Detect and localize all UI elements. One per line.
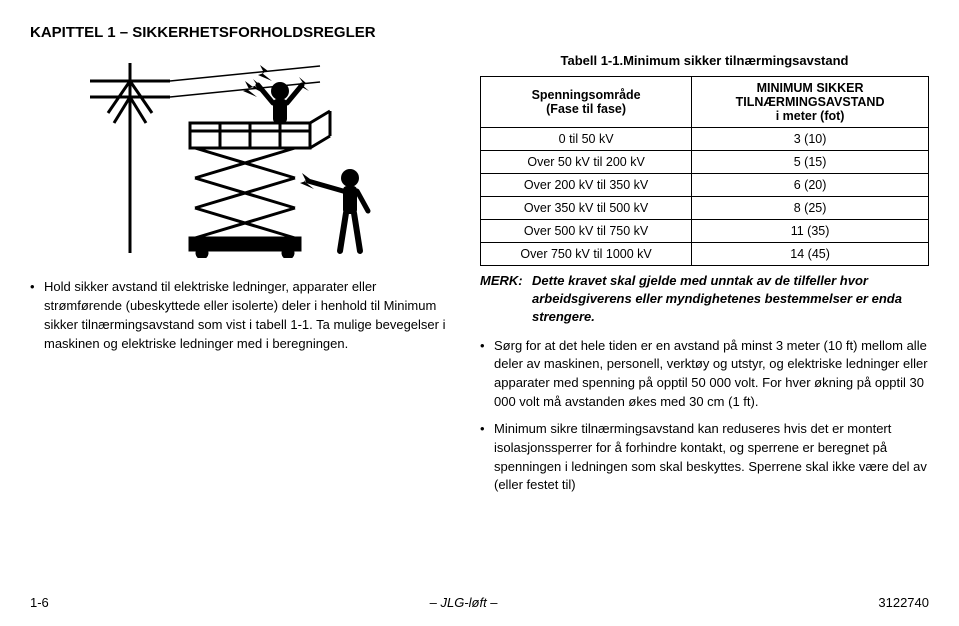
table-cell: 5 (15) [692, 151, 929, 174]
left-column: • Hold sikker avstand til elektriske led… [30, 53, 450, 503]
table-cell: Over 350 kV til 500 kV [481, 197, 692, 220]
safety-diagram [90, 63, 390, 258]
bullet-dot: • [480, 337, 494, 412]
right-bullet: •Minimum sikre tilnærmingsavstand kan re… [480, 420, 929, 495]
table-row: Over 50 kV til 200 kV5 (15) [481, 151, 929, 174]
table-cell: 0 til 50 kV [481, 128, 692, 151]
footer-center: – JLG-løft – [430, 595, 498, 610]
left-bullet-text: Hold sikker avstand til elektriske ledni… [44, 278, 450, 353]
table-row: Over 750 kV til 1000 kV14 (45) [481, 243, 929, 266]
bullet-dot: • [30, 278, 44, 353]
table-cell: 14 (45) [692, 243, 929, 266]
table-cell: 11 (35) [692, 220, 929, 243]
note-text: Dette kravet skal gjelde med unntak av d… [532, 272, 929, 327]
footer-right: 3122740 [878, 595, 929, 610]
right-bullets-container: •Sørg for at det hele tiden er en avstan… [480, 337, 929, 496]
table-cell: Over 50 kV til 200 kV [481, 151, 692, 174]
chapter-title: KAPITTEL 1 – SIKKERHETSFORHOLDSREGLER [30, 24, 929, 41]
table-row: Over 200 kV til 350 kV6 (20) [481, 174, 929, 197]
right-column: Tabell 1-1.Minimum sikker tilnærmingsavs… [480, 53, 929, 503]
table-header-left: Spenningsområde (Fase til fase) [481, 77, 692, 128]
table-cell: 3 (10) [692, 128, 929, 151]
table-row: 0 til 50 kV3 (10) [481, 128, 929, 151]
right-bullet-text: Sørg for at det hele tiden er en avstand… [494, 337, 929, 412]
table-cell: Over 200 kV til 350 kV [481, 174, 692, 197]
page-footer: 1-6 – JLG-løft – 3122740 [30, 595, 929, 610]
table-row: Over 500 kV til 750 kV11 (35) [481, 220, 929, 243]
table-cell: 6 (20) [692, 174, 929, 197]
right-bullet-text: Minimum sikre tilnærmingsavstand kan red… [494, 420, 929, 495]
table-caption: Tabell 1-1.Minimum sikker tilnærmingsavs… [480, 53, 929, 68]
table-cell: Over 500 kV til 750 kV [481, 220, 692, 243]
note-label: MERK: [480, 272, 532, 327]
footer-left: 1-6 [30, 595, 49, 610]
table-row: Over 350 kV til 500 kV8 (25) [481, 197, 929, 220]
mad-table: Spenningsområde (Fase til fase) MINIMUM … [480, 76, 929, 266]
table-body: 0 til 50 kV3 (10)Over 50 kV til 200 kV5 … [481, 128, 929, 266]
right-bullet: •Sørg for at det hele tiden er en avstan… [480, 337, 929, 412]
table-cell: Over 750 kV til 1000 kV [481, 243, 692, 266]
note: MERK: Dette kravet skal gjelde med unnta… [480, 272, 929, 327]
table-header-right: MINIMUM SIKKER TILNÆRMINGSAVSTAND i mete… [692, 77, 929, 128]
table-cell: 8 (25) [692, 197, 929, 220]
bullet-dot: • [480, 420, 494, 495]
left-bullet: • Hold sikker avstand til elektriske led… [30, 278, 450, 353]
